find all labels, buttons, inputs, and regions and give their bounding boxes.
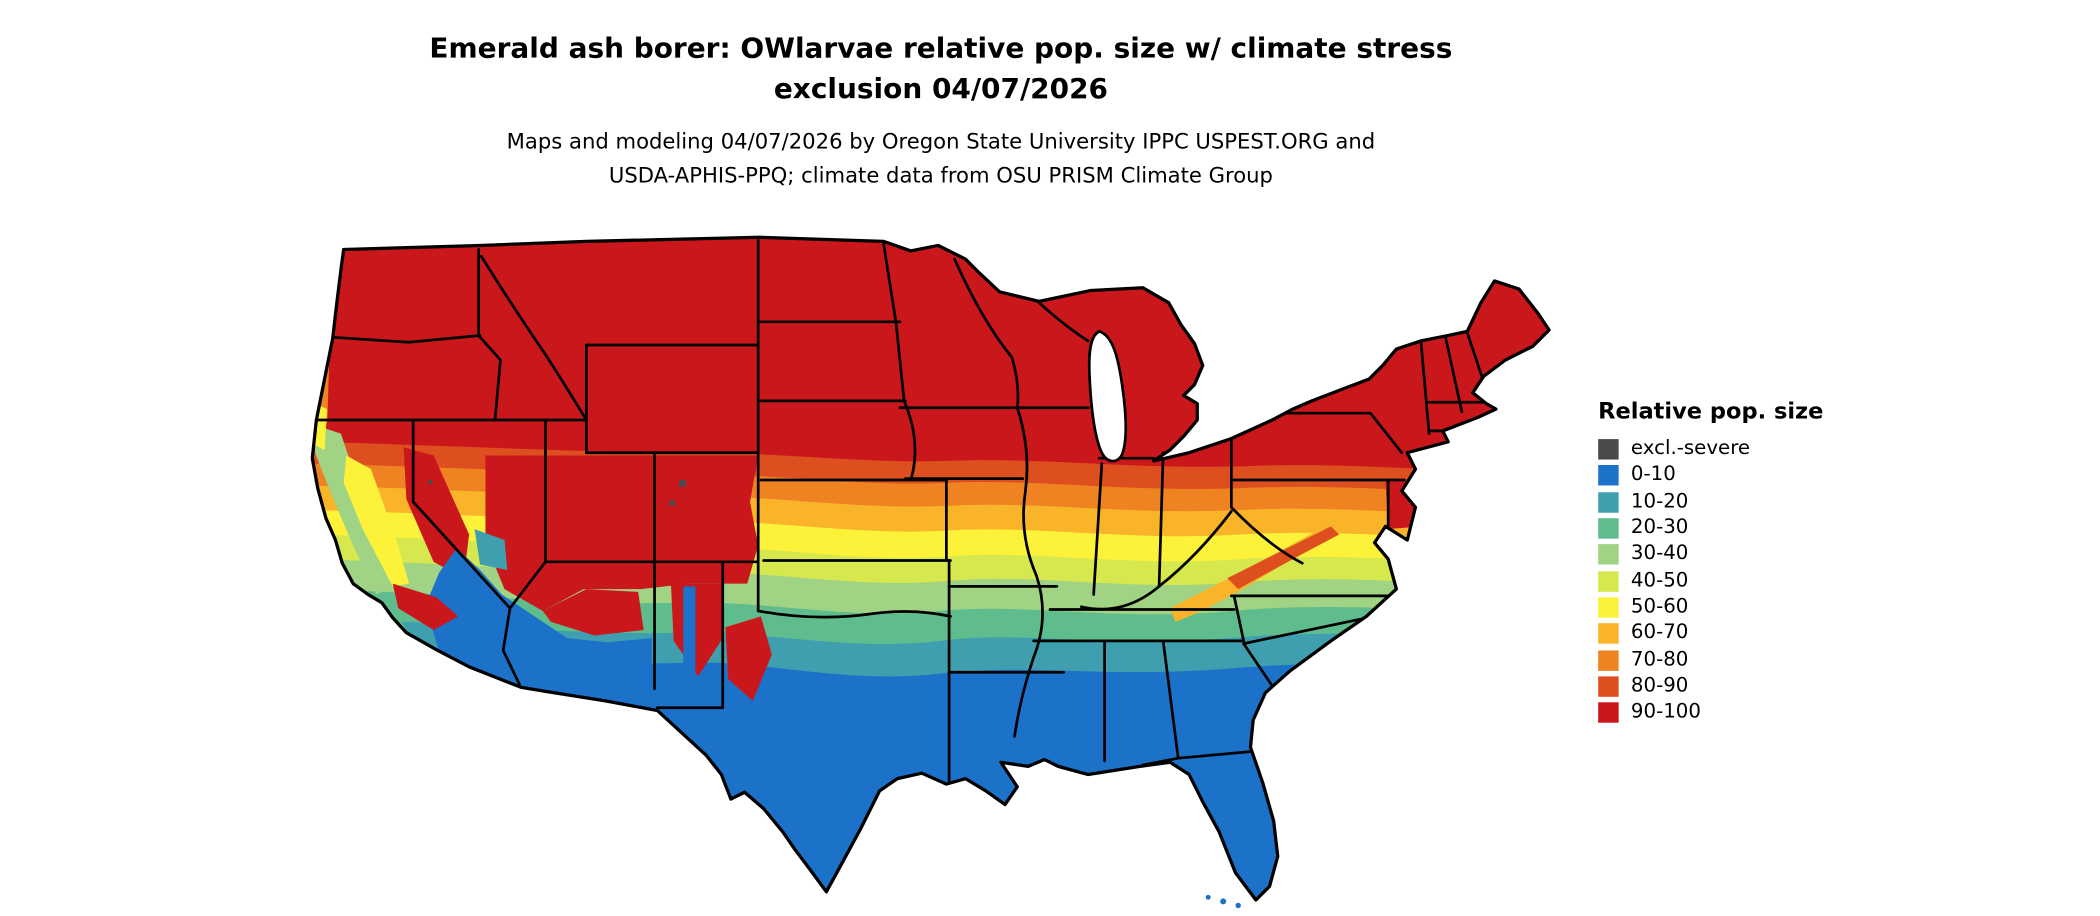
florida-keys (1205, 894, 1241, 909)
legend-swatch (1598, 518, 1619, 539)
legend-swatch (1598, 439, 1619, 460)
legend-swatch (1598, 491, 1619, 513)
legend-label: 50-60 (1630, 595, 1689, 618)
legend-item: 30-40 (1598, 542, 1871, 568)
map-title-line2: exclusion 04/07/2026 (773, 72, 1108, 106)
legend-item: 10-20 (1598, 489, 1871, 515)
legend-item: 0-10 (1598, 463, 1871, 489)
legend: Relative pop. size excl.-severe 0-10 10-… (1598, 398, 1871, 726)
legend-label: 30-40 (1630, 543, 1689, 565)
legend-label: 90-100 (1630, 701, 1701, 723)
lake-michigan (1087, 329, 1128, 463)
legend-swatch (1598, 623, 1619, 644)
us-map (310, 235, 1551, 909)
legend-swatch (1598, 544, 1619, 565)
map-subtitle-line2: USDA-APHIS-PPQ; climate data from OSU PR… (608, 163, 1273, 189)
legend-swatch (1598, 702, 1619, 723)
legend-label: 40-50 (1630, 569, 1689, 592)
legend-item: 20-30 (1598, 515, 1871, 541)
map-title-line1: Emerald ash borer: OWlarvae relative pop… (429, 31, 1453, 65)
legend-item: 70-80 (1598, 647, 1871, 673)
legend-swatch (1598, 570, 1619, 592)
legend-swatch (1598, 597, 1619, 618)
state-borders (312, 238, 1491, 786)
legend-swatch (1598, 676, 1619, 697)
legend-label: 80-90 (1630, 674, 1689, 697)
value-bands (312, 237, 1550, 901)
legend-item: excl.-severe (1598, 436, 1871, 462)
legend-swatch (1598, 649, 1619, 671)
page: Emerald ash borer: OWlarvae relative pop… (259, 27, 1871, 909)
legend-label: excl.-severe (1630, 437, 1751, 460)
legend-label: 70-80 (1630, 648, 1689, 671)
map-area (307, 229, 1568, 911)
legend-swatch (1598, 465, 1619, 487)
legend-label: 10-20 (1630, 490, 1689, 513)
legend-item: 90-100 (1598, 700, 1871, 726)
legend-label: 0-10 (1630, 464, 1676, 487)
legend-title: Relative pop. size (1598, 398, 1824, 425)
legend-label: 60-70 (1630, 622, 1689, 644)
legend-item: 40-50 (1598, 568, 1871, 594)
map-subtitle: Maps and modeling 04/07/2026 by Oregon S… (259, 125, 1623, 193)
us-outline (310, 235, 1551, 902)
legend-label: 20-30 (1630, 516, 1689, 539)
legend-item: 80-90 (1598, 673, 1871, 699)
map-subtitle-line1: Maps and modeling 04/07/2026 by Oregon S… (506, 129, 1376, 155)
map-title: Emerald ash borer: OWlarvae relative pop… (259, 27, 1623, 109)
legend-item: 50-60 (1598, 594, 1871, 620)
legend-item: 60-70 (1598, 621, 1871, 647)
